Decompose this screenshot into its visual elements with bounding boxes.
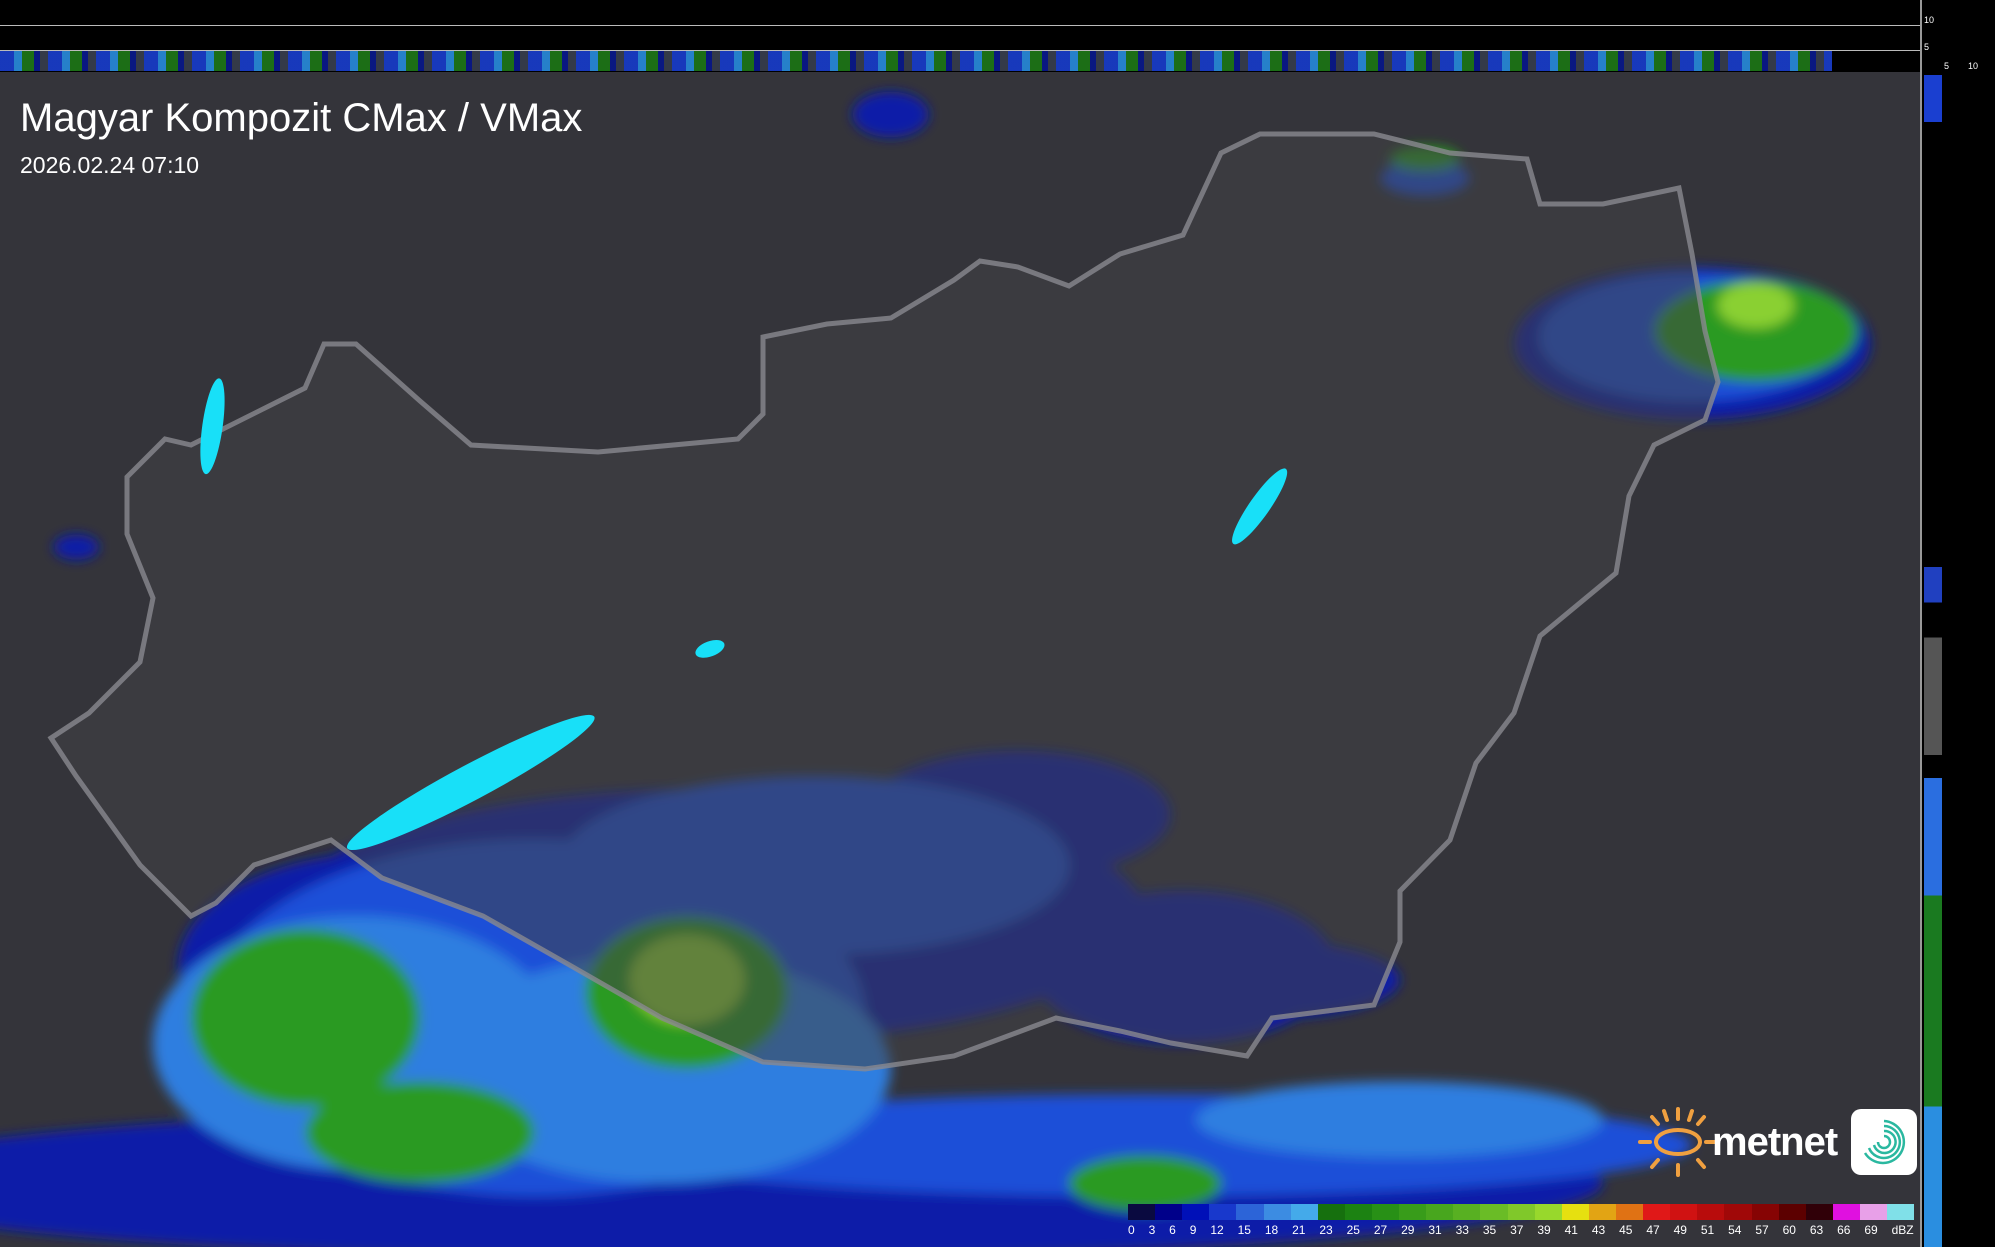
scale-label: 0	[1128, 1223, 1135, 1237]
color-swatch	[1778, 1204, 1806, 1220]
scale-label: 15	[1237, 1223, 1251, 1237]
color-scale	[1128, 1204, 1915, 1220]
color-swatch	[1317, 1204, 1345, 1220]
metnet-logo: metnet	[1638, 1105, 1918, 1179]
color-swatch	[1507, 1204, 1535, 1220]
echo-area	[852, 91, 929, 138]
echo-area	[53, 534, 100, 560]
echo-area	[1195, 1081, 1604, 1158]
range-tick: 10	[1968, 61, 1979, 71]
scale-label: 9	[1189, 1223, 1197, 1237]
color-swatch	[1399, 1204, 1427, 1220]
scale-label: 33	[1455, 1223, 1469, 1237]
scale-label: 39	[1537, 1223, 1551, 1237]
color-swatch	[1128, 1204, 1156, 1220]
color-swatch	[1697, 1204, 1725, 1220]
scale-label: 18	[1264, 1223, 1279, 1237]
height-tick: 10	[1924, 15, 1935, 25]
echo-area	[1717, 282, 1794, 329]
brand-name: metnet	[1712, 1119, 1838, 1164]
scale-label: 45	[1619, 1223, 1633, 1237]
color-swatch	[1805, 1204, 1833, 1220]
lake	[1232, 468, 1288, 545]
color-swatch	[1236, 1204, 1264, 1220]
radar-map[interactable]	[0, 72, 1920, 1247]
lake	[695, 640, 725, 658]
echo-area	[1068, 1155, 1222, 1212]
scale-label: 31	[1428, 1223, 1442, 1237]
map-layer	[0, 91, 1871, 1247]
scale-label: 6	[1169, 1223, 1176, 1237]
echo-area	[190, 928, 420, 1107]
color-swatch	[1371, 1204, 1400, 1220]
color-swatch	[1887, 1204, 1915, 1220]
lake	[346, 714, 595, 851]
color-swatch	[1534, 1204, 1562, 1220]
color-swatch	[1615, 1204, 1644, 1220]
map-title: Magyar Kompozit CMax / VMax	[20, 96, 583, 140]
unit-label: dBZ	[1891, 1223, 1914, 1237]
color-swatch	[1290, 1204, 1318, 1220]
color-swatch	[1263, 1204, 1291, 1220]
scale-label: 37	[1510, 1223, 1524, 1237]
profile-echo	[0, 51, 1832, 71]
scale-label: 3	[1148, 1223, 1156, 1237]
scale-label: 27	[1373, 1223, 1388, 1237]
height-tick: 5	[1924, 42, 1930, 52]
scale-label: 29	[1401, 1223, 1415, 1237]
scale-label: 23	[1319, 1223, 1333, 1237]
color-swatch	[1832, 1204, 1860, 1220]
color-swatch	[1155, 1204, 1183, 1220]
scale-label: 21	[1292, 1223, 1306, 1237]
scale-label: 35	[1482, 1223, 1497, 1237]
scale-label: 43	[1591, 1223, 1606, 1237]
hungary-border	[47, 131, 1721, 1072]
color-swatch	[1859, 1204, 1888, 1220]
sun-icon	[1638, 1107, 1718, 1177]
color-swatch	[1426, 1204, 1454, 1220]
color-swatch	[1751, 1204, 1779, 1220]
height-profile-top	[0, 0, 1920, 72]
color-swatch	[1453, 1204, 1481, 1220]
color-swatch	[1561, 1204, 1589, 1220]
color-swatch	[1480, 1204, 1508, 1220]
dbz-legend: 0 3 6 9 12 15 18 21 23 25 27 29 31 33 35 37 39 41 43 45 47 49…	[1128, 1204, 1915, 1237]
scale-label: 47	[1646, 1223, 1660, 1237]
scale-label: 63	[1809, 1223, 1824, 1237]
lakes	[200, 378, 1288, 851]
app-icon	[1851, 1109, 1918, 1175]
color-swatch	[1588, 1204, 1616, 1220]
color-swatch	[1670, 1204, 1698, 1220]
lake	[200, 378, 225, 475]
echo-area	[305, 1081, 535, 1184]
scale-label: 12	[1210, 1223, 1224, 1237]
color-swatch	[1344, 1204, 1372, 1220]
scale-label: 54	[1728, 1223, 1742, 1237]
scale-label: 49	[1673, 1223, 1687, 1237]
timestamp: 2026.02.24 07:10	[20, 152, 200, 178]
scale-label: 25	[1346, 1223, 1360, 1237]
scale-label: 57	[1755, 1223, 1769, 1237]
scale-label: 66	[1837, 1223, 1851, 1237]
range-tick: 5	[1944, 61, 1950, 71]
color-swatch	[1643, 1204, 1671, 1220]
scale-label: 51	[1700, 1223, 1715, 1237]
color-swatch	[1209, 1204, 1237, 1220]
scale-label: 69	[1864, 1223, 1878, 1237]
scale-label: 60	[1782, 1223, 1796, 1237]
color-swatch	[1724, 1204, 1752, 1220]
profile-echo-right	[1924, 75, 1942, 1247]
spiral-icon	[1864, 1119, 1906, 1165]
color-swatch	[1182, 1204, 1210, 1220]
scale-labels: 0 3 6 9 12 15 18 21 23 25 27 29 31 33 35 37 39 41 43 45 47 49…	[1128, 1223, 1914, 1237]
scale-label: 41	[1564, 1223, 1578, 1237]
